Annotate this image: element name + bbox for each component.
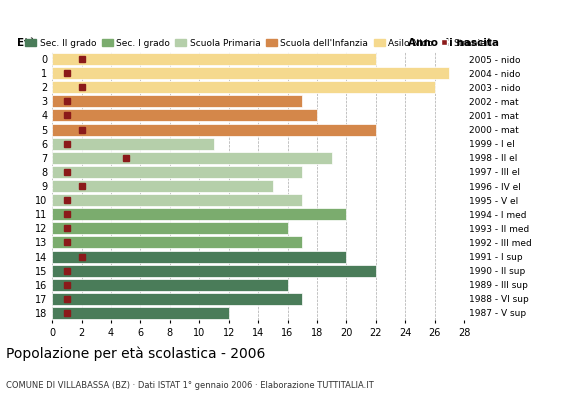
Bar [52, 307, 229, 319]
Bar [52, 250, 346, 262]
Bar [52, 180, 273, 192]
Bar [52, 265, 376, 277]
Bar [52, 95, 302, 107]
Bar [52, 138, 214, 150]
Bar [52, 293, 302, 305]
Legend: Sec. II grado, Sec. I grado, Scuola Primaria, Scuola dell'Infanzia, Asilo Nido, : Sec. II grado, Sec. I grado, Scuola Prim… [21, 35, 496, 51]
Bar [52, 194, 302, 206]
Bar [52, 208, 346, 220]
Bar [52, 236, 302, 248]
Bar [52, 279, 288, 291]
Text: Popolazione per età scolastica - 2006: Popolazione per età scolastica - 2006 [6, 346, 265, 361]
Bar [52, 222, 288, 234]
Text: COMUNE DI VILLABASSA (BZ) · Dati ISTAT 1° gennaio 2006 · Elaborazione TUTTITALIA: COMUNE DI VILLABASSA (BZ) · Dati ISTAT 1… [6, 381, 374, 390]
Bar [52, 166, 302, 178]
Bar [52, 152, 332, 164]
Bar [52, 124, 376, 136]
Bar [52, 110, 317, 122]
Bar [52, 67, 450, 79]
Text: Età: Età [17, 38, 37, 48]
Bar [52, 53, 376, 65]
Bar [52, 81, 434, 93]
Text: Anno di nascita: Anno di nascita [408, 38, 499, 48]
